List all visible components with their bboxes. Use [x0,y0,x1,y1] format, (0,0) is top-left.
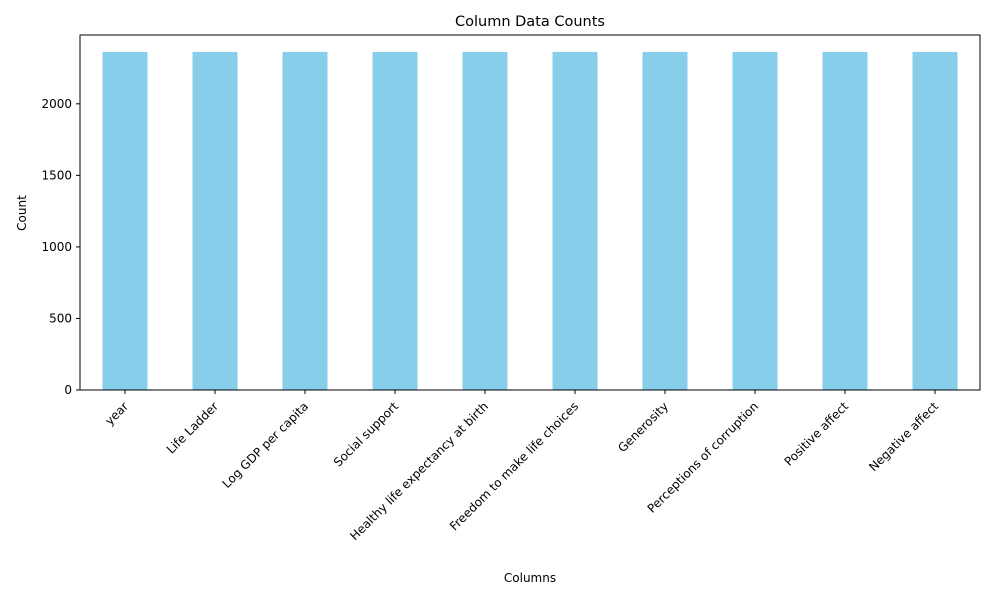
y-tick-label: 0 [64,383,72,397]
bar [552,51,598,391]
bar [102,51,148,391]
x-tick-label: Life Ladder [164,399,221,456]
bar [192,51,238,391]
x-axis-label: Columns [504,571,556,585]
bar [282,51,328,391]
bar [912,51,958,391]
y-tick-label: 1500 [41,168,72,182]
x-tick-label: Generosity [615,399,671,455]
bar [732,51,778,391]
x-tick-label: Negative affect [866,399,941,474]
y-axis-label: Count [15,195,29,231]
plot-frame [79,34,981,391]
x-tick-label: Log GDP per capita [220,399,312,491]
y-tick-label: 2000 [41,97,72,111]
y-tick-label: 500 [49,311,72,325]
bar [372,51,418,391]
x-tick-label: Positive affect [782,399,852,469]
bar [642,51,688,391]
y-tick-label: 1000 [41,240,72,254]
chart-title: Column Data Counts [455,14,605,30]
x-tick-label: year [102,399,131,428]
bar [462,51,508,391]
y-ticks-group: 0 500 1000 1500 2000 [41,97,80,397]
x-tick-label: Social support [331,399,402,470]
bars-group [102,51,958,391]
bar [822,51,868,391]
